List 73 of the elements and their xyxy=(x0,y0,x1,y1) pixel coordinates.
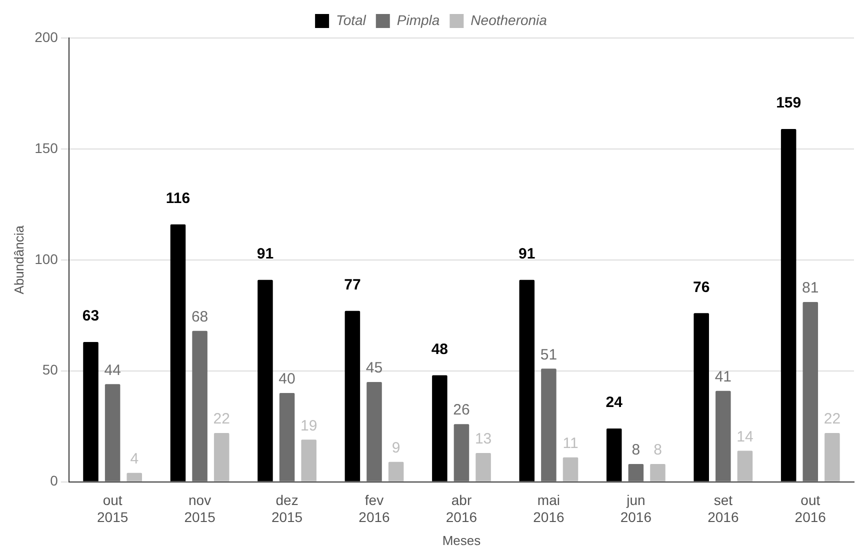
data-label: 159 xyxy=(776,94,802,112)
y-tick-label: 0 xyxy=(50,472,58,489)
x-axis-title: Meses xyxy=(442,532,482,548)
data-label: 11 xyxy=(562,435,578,452)
bar xyxy=(104,384,120,482)
bar xyxy=(279,393,295,482)
y-axis-title: Abundância xyxy=(11,224,26,294)
y-tick-label: 50 xyxy=(42,362,58,378)
data-label: 48 xyxy=(431,340,448,358)
data-label: 9 xyxy=(392,439,400,456)
x-tick-label: dez 2015 xyxy=(271,492,303,525)
data-label: 26 xyxy=(453,402,470,419)
bar xyxy=(694,313,709,482)
x-tick-label: mai 2016 xyxy=(533,492,564,525)
data-label: 8 xyxy=(632,442,640,459)
y-tick-label: 100 xyxy=(34,250,58,267)
legend-label: Total xyxy=(336,12,367,28)
data-label: 14 xyxy=(736,428,754,446)
x-tick-label: abr 2016 xyxy=(446,492,478,525)
data-label: 81 xyxy=(802,280,819,297)
x-tick-label: out 2016 xyxy=(794,492,826,525)
legend-label: Neotheronia xyxy=(470,12,548,28)
bar xyxy=(650,464,666,482)
bar xyxy=(83,342,98,482)
bar xyxy=(258,280,273,482)
bar xyxy=(824,432,840,482)
bar xyxy=(366,382,382,482)
x-tick-label: out 2015 xyxy=(96,492,128,525)
x-tick-label: set 2016 xyxy=(708,492,739,525)
data-label: 91 xyxy=(518,246,536,263)
bar xyxy=(802,302,818,482)
bar xyxy=(628,464,644,482)
y-tick-label: 150 xyxy=(34,140,58,156)
data-label: 91 xyxy=(256,246,274,263)
data-label: 77 xyxy=(344,276,361,294)
bar xyxy=(192,330,208,482)
data-label: 45 xyxy=(366,360,383,377)
bar xyxy=(344,310,360,482)
x-tick-label: jun 2016 xyxy=(620,492,652,525)
bar xyxy=(301,440,316,482)
data-label: 44 xyxy=(104,362,121,379)
data-label: 4 xyxy=(130,450,139,468)
bar xyxy=(214,432,230,482)
bar xyxy=(476,452,491,482)
data-label: 116 xyxy=(166,190,190,208)
data-label: 51 xyxy=(540,346,558,364)
data-label: 76 xyxy=(693,278,710,296)
data-label: 8 xyxy=(654,442,662,459)
bar xyxy=(716,390,731,482)
bar xyxy=(562,457,578,482)
data-label: 19 xyxy=(300,417,318,434)
x-tick-label: fev 2016 xyxy=(358,492,390,525)
bar xyxy=(432,375,448,482)
data-label: 40 xyxy=(278,370,296,388)
y-tick-label: 200 xyxy=(34,28,58,45)
bar xyxy=(519,280,535,482)
x-tick-label: nov 2015 xyxy=(184,492,216,525)
legend-label: Pimpla xyxy=(396,12,440,28)
data-label: 63 xyxy=(82,308,100,325)
bar xyxy=(170,224,186,482)
bar xyxy=(541,368,556,482)
data-label: 68 xyxy=(191,308,208,326)
data-label: 13 xyxy=(474,430,492,448)
bar xyxy=(454,424,470,482)
bar xyxy=(126,472,142,482)
bar xyxy=(780,128,796,482)
bar xyxy=(606,428,622,482)
data-label: 22 xyxy=(824,410,841,428)
bar xyxy=(737,450,753,482)
data-label: 22 xyxy=(213,410,230,428)
data-label: 41 xyxy=(714,368,732,386)
bar xyxy=(388,462,404,482)
data-label: 24 xyxy=(606,394,624,412)
